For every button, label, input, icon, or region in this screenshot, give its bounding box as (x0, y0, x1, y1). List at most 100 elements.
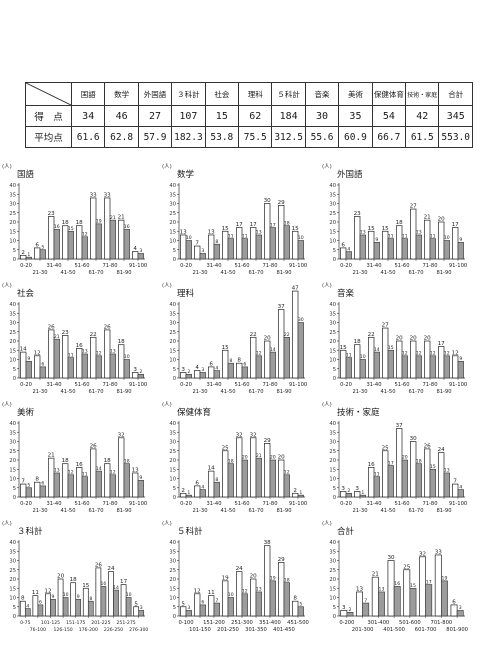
x-tick-label: 71-80 (102, 263, 117, 269)
bar (208, 470, 215, 498)
bar-value-label: 8 (293, 596, 297, 602)
bar (241, 459, 248, 498)
bar-value-label: 21 (372, 572, 380, 578)
x-tick-label: 91-100 (449, 263, 467, 269)
y-tick-label: 30 (169, 559, 176, 565)
bar-value-label: 17 (426, 579, 432, 585)
chart-sugaku: (人) 数学 0 5 10 15 20 25 30 35 40 13 10 7 3 13 8 15 11 17 11 17… (162, 163, 312, 289)
y-tick-label: 25 (329, 568, 336, 574)
bar (429, 355, 436, 379)
bar (401, 459, 408, 498)
bar-value-label: 3 (187, 605, 190, 611)
bar-value-label: 13 (54, 468, 60, 474)
score-cell: 107 (171, 105, 206, 127)
score-cell: 42 (405, 105, 440, 127)
bar-value-label: 12 (402, 351, 408, 357)
bar (292, 290, 299, 379)
bar (410, 441, 417, 498)
bar-value-label: 16 (100, 581, 106, 587)
x-tick-label: 71-80 (102, 501, 117, 507)
bar-value-label: 1 (361, 490, 364, 496)
bar (255, 234, 262, 260)
y-tick-label: 25 (9, 568, 16, 574)
y-tick-label: 20 (329, 339, 336, 345)
subject-header: 国語 (70, 82, 106, 106)
y-tick-label: 35 (329, 430, 336, 436)
y-tick-label: 0 (333, 257, 336, 263)
bar-value-label: 20 (270, 455, 276, 461)
bar-value-label: 18 (416, 458, 422, 464)
bar-value-label: 11 (68, 352, 74, 358)
y-tick-label: 15 (9, 348, 16, 354)
bar-value-label: 20 (57, 574, 65, 580)
bar-value-label: 11 (388, 233, 394, 239)
bar (419, 556, 426, 617)
bar-value-label: 12 (242, 589, 248, 595)
chart-title: ５科計 (177, 526, 203, 537)
bar (292, 492, 299, 498)
x-tick-label: 81-90 (116, 389, 131, 395)
bar-value-label: 5 (181, 601, 185, 607)
x-tick-label: 41-50 (60, 270, 75, 276)
bar-value-label: 20 (278, 455, 286, 461)
x-tick-label: 351-400 (259, 620, 281, 626)
table-corner-cell (25, 82, 72, 106)
bar-value-label: 12 (110, 470, 116, 476)
bar (368, 336, 375, 379)
y-tick-label: 30 (169, 202, 176, 208)
bar-value-label: 13 (180, 229, 188, 235)
chart-svg: (人)社会05101520253035401491262621231116132… (2, 282, 147, 395)
bar (25, 487, 32, 498)
bar-value-label: 16 (394, 581, 400, 587)
bar (132, 251, 139, 260)
x-tick-label: 21-30 (352, 389, 367, 395)
chart-title: 保健体育 (177, 407, 211, 418)
x-tick-label: 301-400 (368, 620, 390, 626)
bar (415, 234, 422, 260)
bar-value-label: 17 (452, 222, 460, 228)
subject-header: 数学 (104, 82, 139, 106)
bar-value-label: 6 (201, 600, 204, 606)
subject-header: 理科 (238, 82, 273, 106)
y-tick-label: 20 (169, 458, 176, 464)
bar (457, 361, 464, 379)
bar (25, 256, 32, 260)
bar (45, 593, 51, 617)
bar-value-label: 24 (236, 566, 244, 572)
y-tick-label: 0 (13, 614, 16, 620)
y-tick-label: 5 (13, 248, 16, 254)
y-tick-label: 5 (333, 605, 336, 611)
bar (283, 582, 290, 617)
bar (401, 238, 408, 260)
bar (409, 587, 417, 617)
y-tick-label: 5 (173, 367, 176, 373)
average-cell: 61.6 (70, 126, 106, 148)
bar (123, 463, 130, 498)
bar (67, 230, 74, 260)
bar-value-label: 14 (113, 585, 119, 591)
y-tick-label: 25 (169, 211, 176, 217)
bar (180, 606, 187, 617)
x-tick-label: 41-50 (60, 508, 75, 514)
bar-value-label: 2 (187, 369, 190, 375)
bar (382, 327, 389, 379)
chart-unit: (人) (162, 163, 172, 170)
chart-title: 社会 (17, 288, 35, 299)
y-tick-label: 35 (169, 311, 176, 317)
bar-value-label: 32 (236, 432, 243, 438)
bar (438, 452, 445, 498)
y-tick-label: 35 (9, 311, 16, 317)
x-tick-label: 0-200 (339, 620, 354, 626)
y-tick-label: 40 (329, 540, 336, 546)
chart-unit: (人) (162, 520, 172, 527)
bar-value-label: 14 (208, 466, 216, 472)
bar-value-label: 2 (347, 488, 350, 494)
y-tick-label: 35 (329, 549, 336, 555)
x-tick-label: 81-90 (276, 508, 291, 514)
x-tick-label: 41-50 (220, 270, 235, 276)
chart-title: ３科計 (17, 526, 43, 537)
bar (443, 472, 450, 498)
y-tick-label: 35 (169, 549, 176, 555)
bar (25, 361, 32, 379)
x-tick-label: 21-30 (192, 508, 207, 514)
